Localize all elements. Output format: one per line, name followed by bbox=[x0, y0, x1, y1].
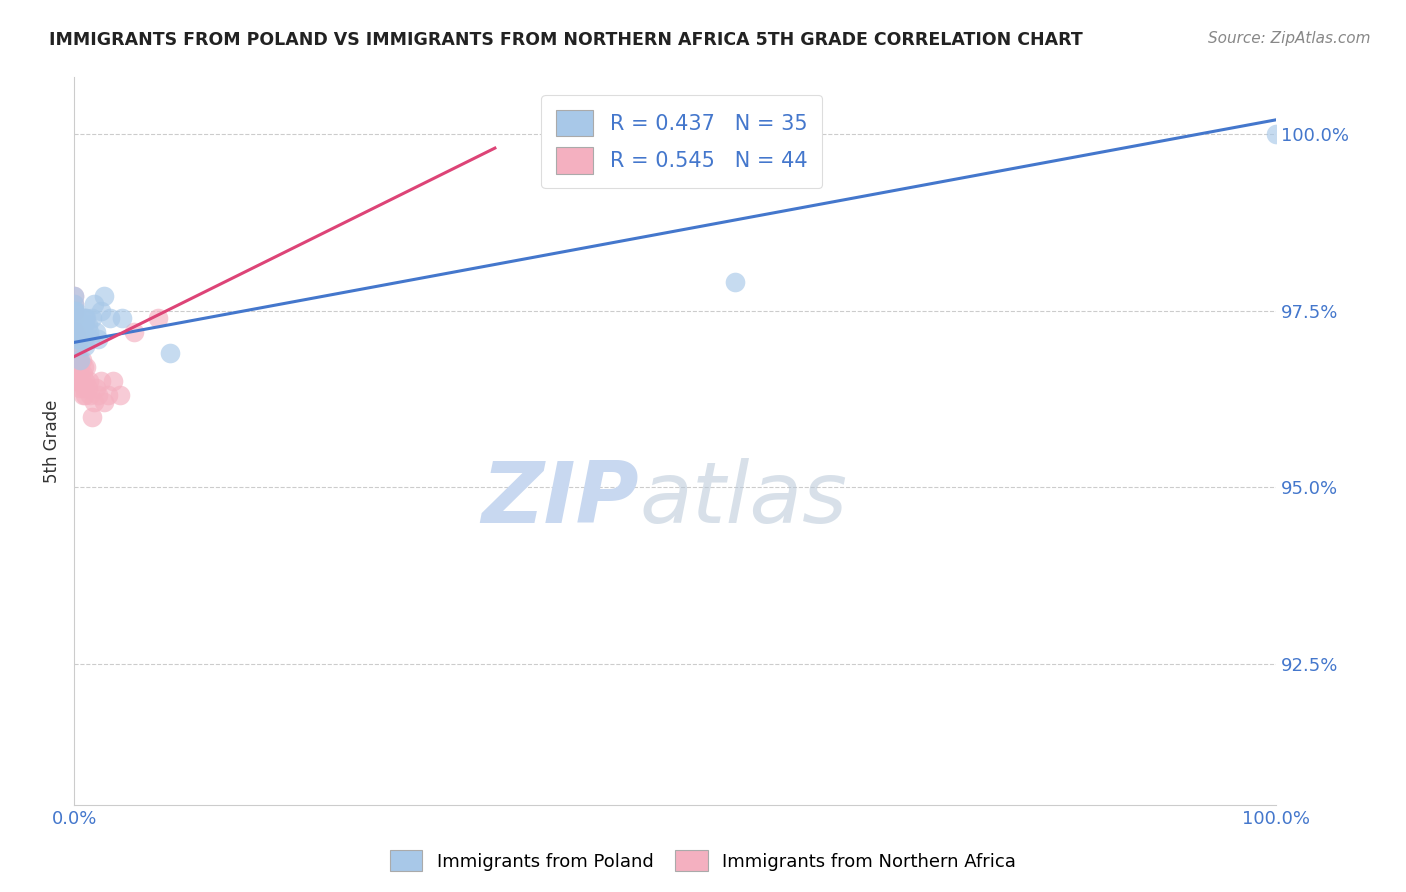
Text: ZIP: ZIP bbox=[481, 458, 640, 541]
Point bbox=[65, 374, 87, 388]
Point bbox=[63, 296, 86, 310]
Point bbox=[69, 360, 91, 375]
Text: Source: ZipAtlas.com: Source: ZipAtlas.com bbox=[1208, 31, 1371, 46]
Point bbox=[63, 310, 86, 325]
Point bbox=[83, 395, 105, 409]
Point bbox=[76, 381, 98, 395]
Point bbox=[87, 388, 110, 402]
Point bbox=[108, 388, 131, 402]
Point bbox=[75, 374, 97, 388]
Point bbox=[124, 325, 146, 339]
Point bbox=[101, 374, 124, 388]
Point bbox=[66, 332, 89, 346]
Point bbox=[75, 310, 97, 325]
Point bbox=[159, 346, 181, 360]
Point bbox=[87, 332, 110, 346]
Point bbox=[66, 332, 89, 346]
Point bbox=[76, 318, 98, 332]
Point bbox=[724, 275, 747, 289]
Point bbox=[93, 289, 115, 303]
Point bbox=[65, 310, 87, 325]
Point bbox=[63, 296, 86, 310]
Point bbox=[148, 310, 170, 325]
Point bbox=[67, 332, 90, 346]
Point bbox=[72, 332, 94, 346]
Point bbox=[77, 325, 100, 339]
Point bbox=[83, 296, 105, 310]
Point bbox=[66, 318, 89, 332]
Point bbox=[84, 381, 107, 395]
Point bbox=[75, 310, 97, 325]
Point bbox=[84, 325, 107, 339]
Legend: Immigrants from Poland, Immigrants from Northern Africa: Immigrants from Poland, Immigrants from … bbox=[382, 843, 1024, 879]
Legend: R = 0.437   N = 35, R = 0.545   N = 44: R = 0.437 N = 35, R = 0.545 N = 44 bbox=[541, 95, 823, 188]
Point bbox=[82, 409, 104, 424]
Point bbox=[66, 325, 89, 339]
Point bbox=[65, 325, 87, 339]
Point bbox=[79, 332, 101, 346]
Point bbox=[67, 367, 90, 381]
Point bbox=[97, 388, 120, 402]
Point bbox=[63, 289, 86, 303]
Point bbox=[63, 303, 86, 318]
Point bbox=[90, 374, 112, 388]
Point bbox=[77, 374, 100, 388]
Point bbox=[66, 339, 89, 353]
Point bbox=[75, 339, 97, 353]
Point bbox=[72, 367, 94, 381]
Point bbox=[63, 310, 86, 325]
Point bbox=[63, 303, 86, 318]
Point bbox=[66, 353, 89, 368]
Point bbox=[90, 303, 112, 318]
Point bbox=[66, 374, 89, 388]
Point bbox=[70, 374, 93, 388]
Point bbox=[1265, 127, 1288, 141]
Point bbox=[65, 303, 87, 318]
Text: IMMIGRANTS FROM POLAND VS IMMIGRANTS FROM NORTHERN AFRICA 5TH GRADE CORRELATION : IMMIGRANTS FROM POLAND VS IMMIGRANTS FRO… bbox=[49, 31, 1083, 49]
Point bbox=[66, 339, 89, 353]
Point bbox=[69, 353, 91, 368]
Point bbox=[72, 310, 94, 325]
Y-axis label: 5th Grade: 5th Grade bbox=[44, 400, 60, 483]
Point bbox=[111, 310, 134, 325]
Point bbox=[63, 339, 86, 353]
Point bbox=[67, 353, 90, 368]
Point bbox=[82, 310, 104, 325]
Point bbox=[63, 325, 86, 339]
Point bbox=[65, 360, 87, 375]
Point bbox=[65, 339, 87, 353]
Point bbox=[66, 353, 89, 368]
Point bbox=[75, 388, 97, 402]
Point bbox=[66, 360, 89, 375]
Point bbox=[63, 303, 86, 318]
Point bbox=[73, 318, 96, 332]
Point bbox=[65, 325, 87, 339]
Point bbox=[63, 303, 86, 318]
Point bbox=[73, 381, 96, 395]
Point bbox=[70, 325, 93, 339]
Point bbox=[79, 388, 101, 402]
Point bbox=[63, 289, 86, 303]
Point bbox=[70, 353, 93, 368]
Text: atlas: atlas bbox=[640, 458, 846, 541]
Point bbox=[73, 360, 96, 375]
Point bbox=[72, 388, 94, 402]
Point bbox=[69, 381, 91, 395]
Point bbox=[93, 395, 115, 409]
Point bbox=[75, 360, 97, 375]
Point bbox=[98, 310, 121, 325]
